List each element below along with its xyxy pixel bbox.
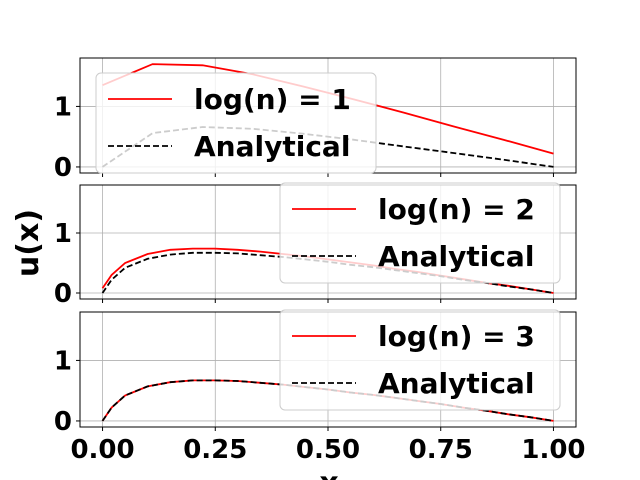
y-tick-label: 1: [54, 346, 72, 376]
legend-frame: [279, 182, 561, 284]
panels: 0 1 log(n) = 1 Analytical 0 1 log(n) = 2 Analyt…: [54, 57, 577, 437]
y-tick-label: 1: [54, 92, 72, 122]
x-tick-label: 0.75: [409, 435, 473, 465]
panel-3: 0 1 log(n) = 3 Analytical: [54, 309, 577, 437]
legend-entry: log(n) = 1: [194, 83, 351, 116]
legend-entry: Analytical: [194, 130, 350, 163]
y-tick-label: 0: [54, 153, 72, 183]
y-tick-label: 0: [54, 407, 72, 437]
legend-entry: Analytical: [378, 367, 534, 400]
legend: log(n) = 3 Analytical: [279, 309, 561, 411]
y-tick-label: 1: [54, 219, 72, 249]
y-tick-label: 0: [54, 279, 72, 309]
legend-frame: [95, 72, 377, 174]
y-axis-label: u(x): [11, 209, 46, 277]
panel-1: 0 1 log(n) = 1 Analytical: [54, 57, 577, 183]
x-tick-label: 0.00: [70, 435, 134, 465]
legend-entry: Analytical: [378, 240, 534, 273]
x-tick-labels: 0.00 0.25 0.50 0.75 1.00: [70, 435, 585, 465]
legend: log(n) = 1 Analytical: [95, 72, 377, 174]
legend-frame: [279, 309, 561, 411]
x-tick-label: 0.25: [183, 435, 247, 465]
x-tick-label: 0.50: [296, 435, 360, 465]
legend: log(n) = 2 Analytical: [279, 182, 561, 284]
x-tick-label: 1.00: [521, 435, 585, 465]
panel-2: 0 1 log(n) = 2 Analytical: [54, 182, 577, 309]
x-axis-label: x: [319, 466, 338, 480]
legend-entry: log(n) = 3: [378, 320, 535, 353]
legend-entry: log(n) = 2: [378, 193, 535, 226]
